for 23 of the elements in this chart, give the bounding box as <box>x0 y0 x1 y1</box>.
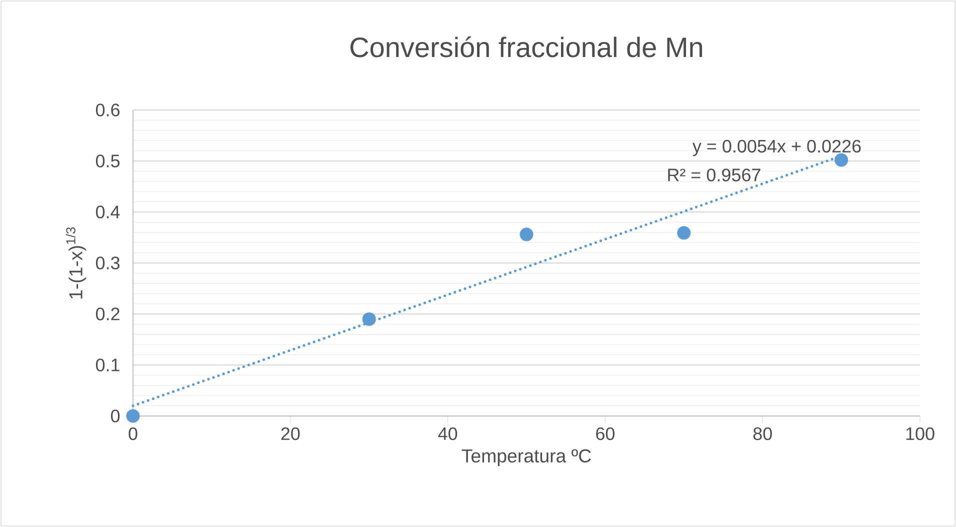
y-tick-label: 0.4 <box>96 206 120 218</box>
annotation: y = 0.0054x + 0.0226 <box>692 140 861 156</box>
x-tick-label: 20 <box>281 427 300 440</box>
x-axis-title: Temperatura ºC <box>462 449 591 466</box>
y-tick-label: 0.2 <box>96 308 120 320</box>
y-tick-label: 0.1 <box>96 358 120 372</box>
point <box>362 312 376 326</box>
point <box>834 153 848 167</box>
x-tick-label: 0 <box>128 427 138 440</box>
chart-title: Conversión fraccional de Mn <box>350 36 702 58</box>
x-tick-label: 100 <box>906 427 934 440</box>
point <box>677 226 691 240</box>
y-tick-label: 0.3 <box>96 256 120 270</box>
x-tick-label: 80 <box>753 427 772 440</box>
y-axis-title: 1-(1-x)$^{1/3}$ <box>66 227 86 298</box>
point <box>520 228 534 242</box>
y-tick-label: 0.5 <box>96 154 120 168</box>
point <box>126 409 140 423</box>
y-tick-label: 0.6 <box>96 104 120 116</box>
x-tick-label: 60 <box>596 427 615 440</box>
y-tick-label: 0 <box>111 410 120 422</box>
annotation: R² = 0.9567 <box>668 168 760 182</box>
x-tick-label: 40 <box>438 427 458 440</box>
